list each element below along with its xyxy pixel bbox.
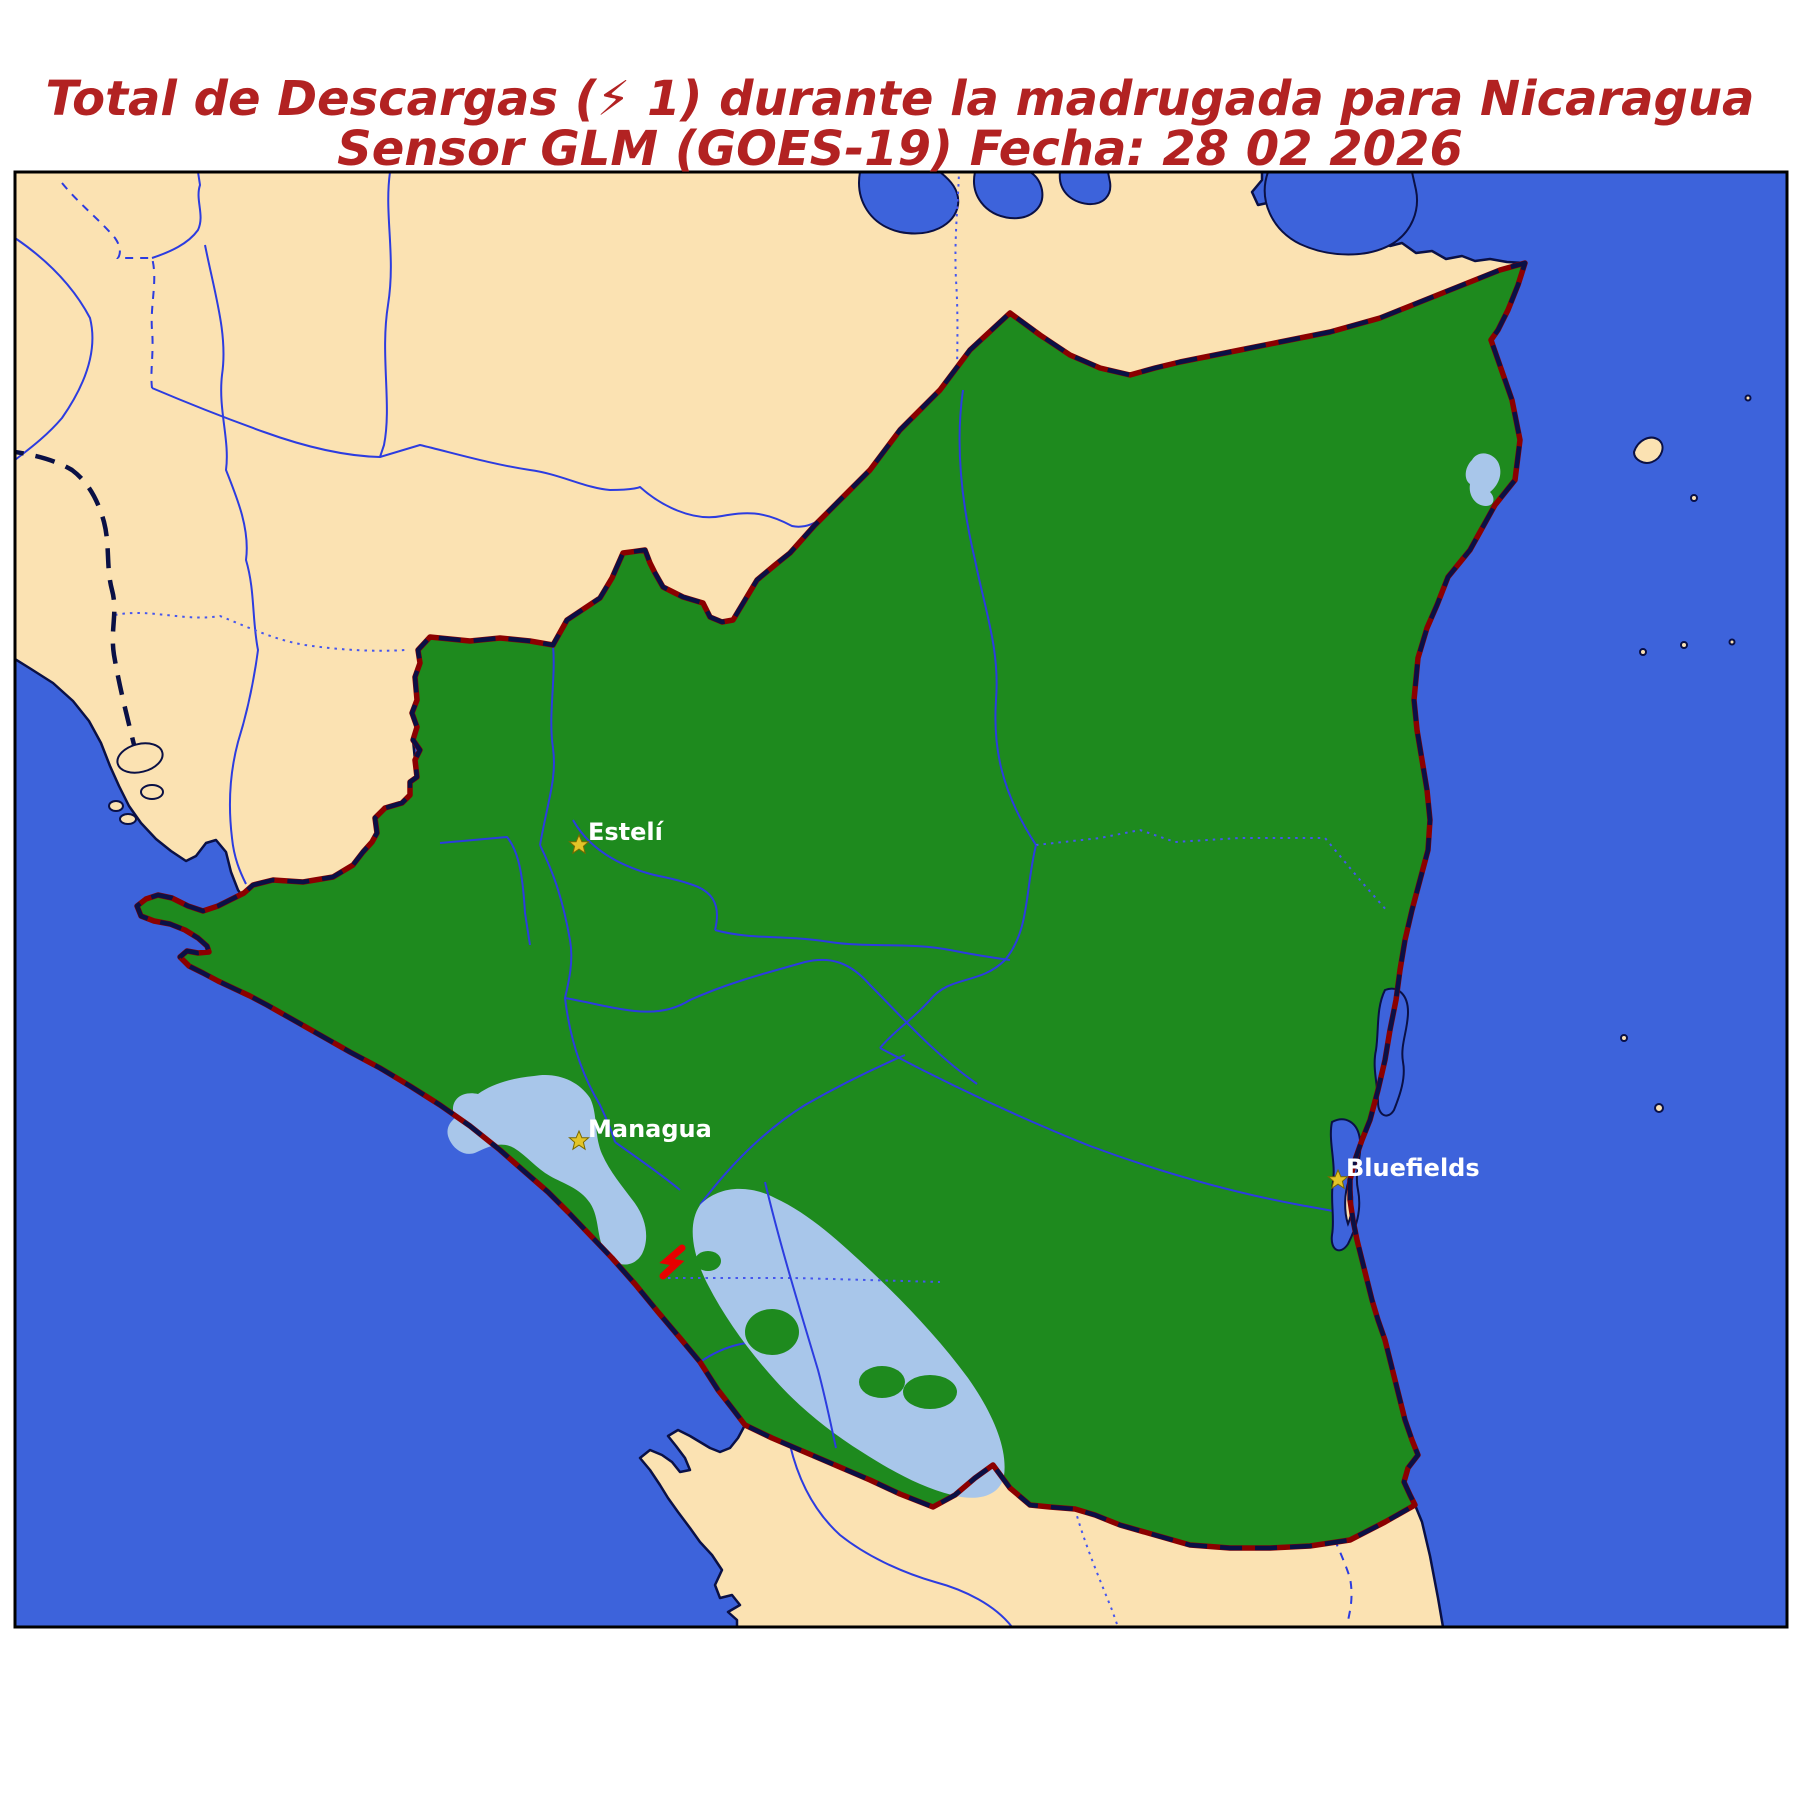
fonseca-island <box>119 813 137 825</box>
caribbean-islet <box>1690 494 1698 502</box>
corn-island <box>1654 1103 1664 1113</box>
caratasca-lagoon-mid <box>973 172 1044 220</box>
caribbean-islet <box>1728 638 1736 646</box>
caribbean-islet <box>1680 641 1688 649</box>
city-label-managua: Managua <box>588 1115 712 1143</box>
lightning-bolt-icon <box>659 1244 686 1280</box>
costa-rica-admin-line <box>1074 1508 1119 1627</box>
lake-nicaragua <box>692 1188 1005 1498</box>
honduras-admin-line <box>954 172 960 450</box>
lake-island-ometepe <box>859 1366 905 1398</box>
lake-island <box>695 1251 721 1271</box>
caribbean-islet <box>1744 394 1752 402</box>
miskito-cay <box>1632 436 1664 464</box>
city-esteli: Estelí <box>568 818 665 854</box>
honduras-admin-line <box>204 244 259 885</box>
caribbean-islet <box>1639 648 1647 656</box>
nicaragua-department-lines <box>439 389 1389 1363</box>
fonseca-island <box>108 800 124 812</box>
honduras-admin-line <box>114 612 406 652</box>
map-frame <box>13 170 1789 1629</box>
city-bluefields: Bluefields <box>1327 1154 1480 1189</box>
caratasca-lagoon-east <box>1263 172 1418 256</box>
honduras-admin-line <box>151 172 202 259</box>
figure-title: Total de Descargas (⚡ 1) durante la madr… <box>0 74 1800 174</box>
lake-island-ometepe <box>903 1375 957 1409</box>
el-salvador-honduras-border <box>15 449 140 758</box>
fonseca-island <box>116 742 164 774</box>
lake-boundary-line <box>764 1181 837 1449</box>
city-label-esteli: Estelí <box>588 818 665 846</box>
title-line-1: Total de Descargas (⚡ 1) durante la madr… <box>45 71 1755 127</box>
city-managua: Managua <box>568 1115 712 1150</box>
title-line-2: Sensor GLM (GOES-19) Fecha: 28 02 2026 <box>337 121 1463 177</box>
lake-island-zapatera <box>745 1309 799 1355</box>
honduras-admin-line <box>15 237 94 461</box>
honduras-admin-line <box>379 172 392 458</box>
caratasca-lagoon-small <box>1058 172 1112 206</box>
costa-rica-admin-line <box>789 1444 1013 1627</box>
nicaragua-region <box>137 263 1525 1548</box>
city-label-bluefields: Bluefields <box>1346 1154 1480 1182</box>
caratasca-lagoon-west <box>858 172 960 235</box>
corn-island <box>1620 1034 1628 1042</box>
lake-managua <box>447 1074 647 1265</box>
bismuna-lagoon <box>1465 453 1501 506</box>
lake-island <box>645 1279 665 1289</box>
fonseca-island <box>140 784 164 800</box>
pearl-lagoon <box>1373 987 1410 1117</box>
nicaragua-border-dashed <box>134 260 1528 1551</box>
